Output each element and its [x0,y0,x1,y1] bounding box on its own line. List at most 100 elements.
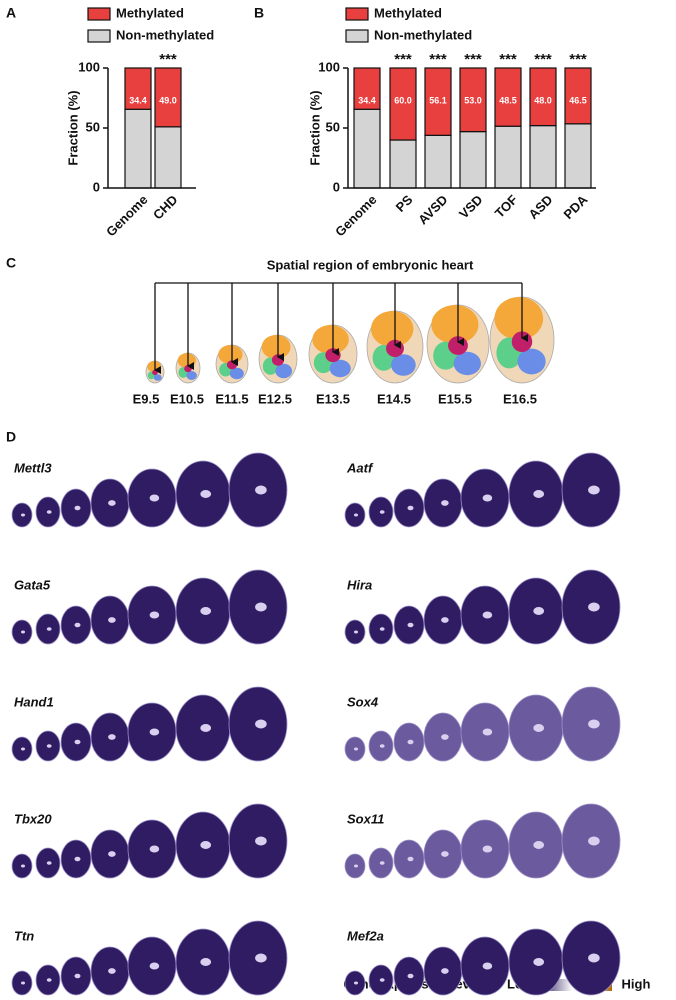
expression-spot [407,622,414,628]
expression-spot [407,973,414,979]
value-label: 56.1 [429,95,447,105]
expression-spot [255,485,267,495]
panel-label: D [6,429,16,445]
value-label: 48.5 [499,95,517,105]
y-tick-label: 100 [318,59,340,74]
legend-swatch [87,29,111,43]
expression-spot [407,856,414,862]
bar-segment [154,126,182,189]
expression-spot [255,953,267,963]
stage-label: E16.5 [503,391,537,406]
expression-spot [482,611,493,619]
expression-spot [149,494,160,502]
expression-spot [149,611,160,619]
embryo-region [517,348,546,375]
expression-spot [46,978,52,982]
significance: *** [429,51,447,68]
bar-segment [353,108,381,189]
expression-spot [74,505,81,511]
expression-spot [21,747,25,751]
value-label: 48.0 [534,95,552,105]
expression-spot [74,622,81,628]
bar-segment [124,67,152,110]
significance: *** [394,51,412,68]
bar-segment [459,131,487,189]
bar-segment [564,67,592,125]
expression-spot [74,739,81,745]
expression-spot [482,728,493,736]
expression-spot [21,981,25,985]
embryo-head [494,297,544,340]
gene-label: Sox11 [347,811,384,826]
expression-spot [255,836,267,846]
x-tick-label: AVSD [415,192,450,227]
expression-spot [379,744,385,748]
expression-spot [533,607,545,615]
expression-spot [533,958,545,966]
gene-label: Tbx20 [14,811,52,826]
expression-spot [441,734,449,740]
expression-spot [108,500,116,506]
value-label: 53.0 [464,95,482,105]
panel-title: Spatial region of embryonic heart [267,257,474,272]
expression-spot [379,510,385,514]
bar-segment [424,67,452,136]
expression-spot [441,500,449,506]
expression-spot [200,490,212,498]
expression-spot [588,485,600,495]
bar-segment [494,125,522,189]
expression-spot [200,958,212,966]
stage-label: E10.5 [170,391,204,406]
bar-segment [389,139,417,189]
expression-spot [441,617,449,623]
y-tick-label: 0 [333,179,340,194]
stage-label: E13.5 [316,391,350,406]
bar-segment [389,67,417,141]
expression-spot [482,845,493,853]
embryo-head [312,325,349,354]
expression-spot [441,851,449,857]
significance: *** [569,51,587,68]
value-label: 60.0 [394,95,412,105]
gene-label: Gata5 [14,577,51,592]
expression-spot [149,728,160,736]
stage-label: E14.5 [377,391,411,406]
embryo-region [391,354,416,376]
expression-spot [108,851,116,857]
expression-spot [74,973,81,979]
x-tick-label: CHD [150,192,181,223]
expression-spot [200,607,212,615]
legend-high: High [622,976,651,991]
expression-spot [21,864,25,868]
expression-spot [200,724,212,732]
expression-spot [533,724,545,732]
embryo-region [153,374,162,381]
panel-label: A [6,5,16,21]
y-tick-label: 100 [78,59,100,74]
stage-label: E9.5 [133,391,160,406]
expression-spot [74,856,81,862]
expression-spot [354,981,358,985]
y-axis-label: Fraction (%) [65,90,80,165]
gene-label: Ttn [14,928,34,943]
embryo-head [431,305,479,344]
value-label: 49.0 [159,95,177,105]
embryo-region [453,351,481,376]
expression-spot [379,627,385,631]
gene-label: Mettl3 [14,460,52,475]
expression-spot [533,841,545,849]
expression-spot [407,505,414,511]
expression-spot [588,602,600,612]
y-tick-label: 0 [93,179,100,194]
legend-label: Non-methylated [116,27,214,42]
bar-segment [459,67,487,133]
panel-label: B [254,5,264,21]
embryo-region [229,367,244,380]
legend-label: Methylated [374,5,442,20]
expression-spot [379,978,385,982]
expression-spot [108,617,116,623]
bar-segment [424,134,452,189]
embryo-heart [152,369,158,376]
gene-label: Mef2a [347,928,384,943]
